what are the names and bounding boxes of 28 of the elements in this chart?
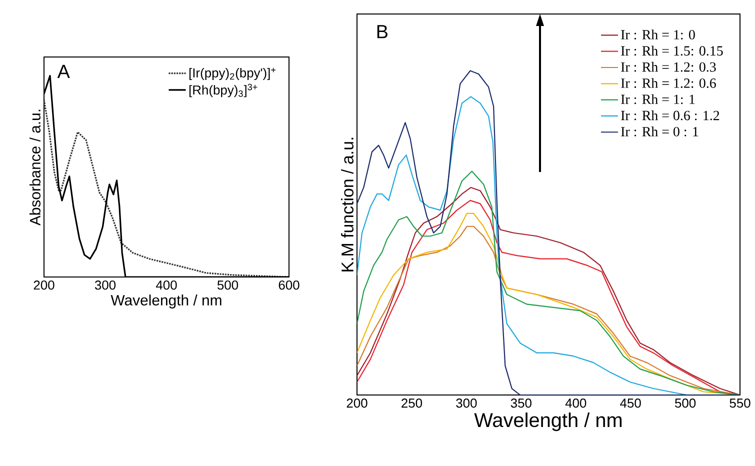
x-tick-label: 250 bbox=[402, 398, 422, 408]
legend-label: [Ir(ppy)$_{2}$(bpy')]$^{+}$ bbox=[189, 68, 276, 80]
x-axis-title: Wavelength / nm bbox=[474, 412, 622, 432]
x-tick-label: 400 bbox=[565, 398, 586, 408]
y-axis-title: K.M function / a.u. bbox=[341, 138, 354, 272]
x-tick-label: 300 bbox=[94, 280, 116, 290]
x-tick-label: 550 bbox=[730, 398, 750, 408]
text: B bbox=[377, 25, 388, 38]
annotation: A bbox=[57, 64, 70, 78]
legend-label: Ir : Rh = 0 : 1 bbox=[621, 126, 698, 136]
y-axis-title: Absorbance / a.u. bbox=[30, 110, 40, 226]
legend-label: Ir : Rh = 1.2: 0.6 bbox=[621, 78, 716, 88]
legend-label: Ir : Rh = 1: 0 bbox=[621, 30, 695, 40]
x-tick-label: 350 bbox=[510, 398, 532, 408]
x-tick-label: 300 bbox=[456, 398, 477, 408]
x-tick-label: 400 bbox=[156, 280, 177, 290]
legend-label: Ir : Rh = 1.2: 0.3 bbox=[621, 62, 716, 72]
x-tick-label: 200 bbox=[34, 280, 54, 290]
legend-label: Ir : Rh = 0.6 : 1.2 bbox=[621, 110, 720, 120]
legend-label: Ir : Rh = 1: 1 bbox=[621, 94, 695, 104]
x-tick-label: 450 bbox=[620, 398, 641, 408]
x-tick-label: 600 bbox=[278, 280, 300, 290]
legend-label: Ir : Rh = 1.5: 0.15 bbox=[621, 46, 723, 56]
legend-label: [Rh(bpy)$_{3}$]$^{3+}$ bbox=[189, 84, 258, 98]
x-tick-label: 200 bbox=[346, 398, 368, 408]
x-tick-label: 500 bbox=[217, 280, 238, 290]
x-tick-label: 500 bbox=[675, 398, 696, 408]
x-axis-title: Wavelength / nm bbox=[110, 294, 222, 308]
